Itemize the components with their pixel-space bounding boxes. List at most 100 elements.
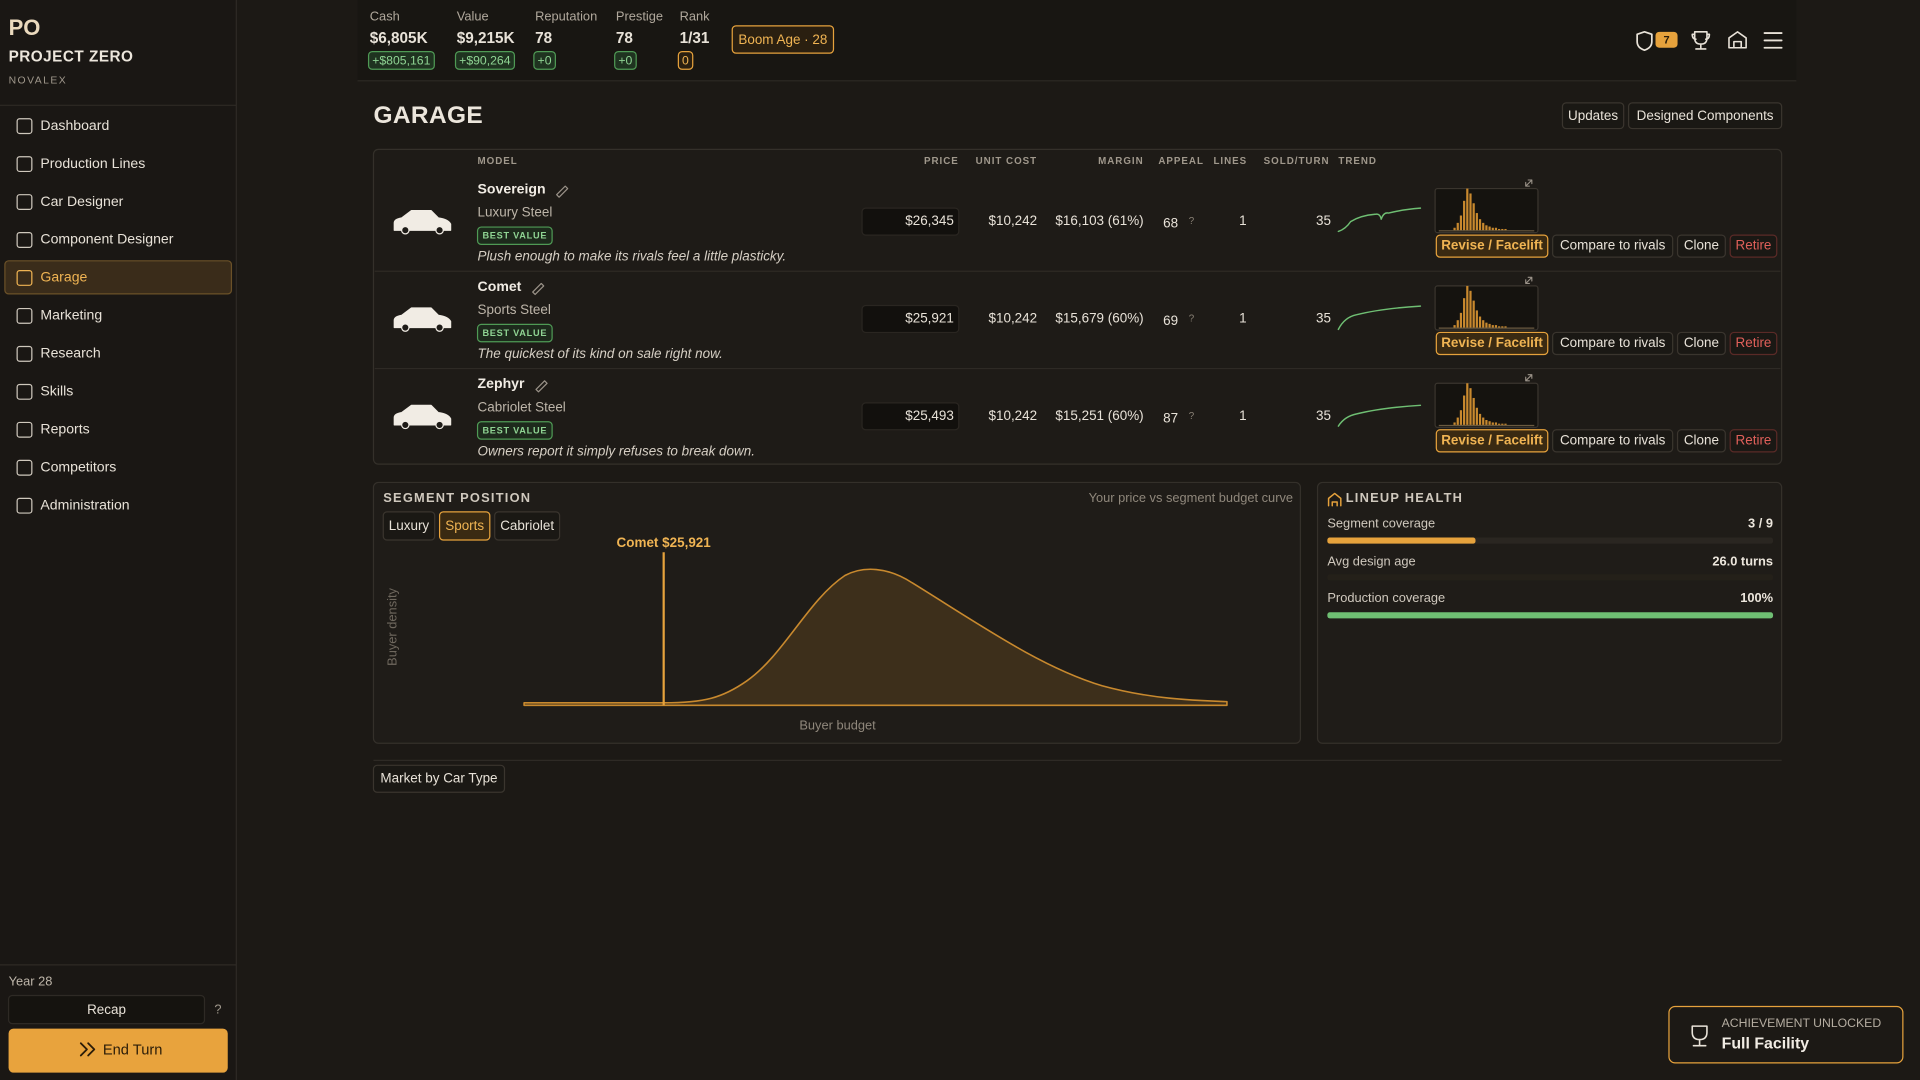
segment-tab-label[interactable]: Cabriolet — [500, 518, 554, 533]
row-action-label[interactable]: Revise / Facelift — [1441, 432, 1543, 447]
menu-icon — [1763, 32, 1783, 49]
metric-label: Avg design age — [1327, 553, 1415, 568]
row-action-button[interactable] — [1676, 331, 1726, 356]
row-action-label[interactable]: Retire — [1736, 432, 1772, 447]
end-turn-label[interactable]: End Turn — [103, 1042, 163, 1058]
metric-value: 26.0 turns — [1712, 553, 1773, 568]
price-input[interactable] — [861, 402, 960, 431]
badge-bg — [454, 51, 516, 70]
row-action-button[interactable] — [1435, 331, 1549, 356]
histogram-bar — [1482, 320, 1485, 328]
row-action-button[interactable] — [1435, 429, 1549, 453]
stat-delta: 0 — [682, 53, 689, 67]
recap-label[interactable]: Recap — [87, 1002, 126, 1017]
row-action-label[interactable]: Revise / Facelift — [1441, 335, 1543, 350]
row-action-button[interactable] — [1729, 429, 1778, 453]
header-button[interactable] — [1627, 102, 1783, 130]
nav-item[interactable]: Administration — [40, 496, 129, 512]
segment-tab[interactable] — [382, 511, 436, 541]
appeal-help[interactable]: ? — [1189, 216, 1195, 227]
segment-tab-label[interactable]: Sports — [445, 518, 484, 533]
x-axis-label: Buyer budget — [799, 718, 876, 733]
row-action-button[interactable] — [1676, 429, 1726, 453]
market-button[interactable] — [372, 764, 506, 793]
column-header: UNIT COST — [976, 156, 1038, 167]
appeal-help[interactable]: ? — [1189, 411, 1195, 422]
nav-item[interactable]: Production Lines — [40, 155, 145, 171]
nav-item[interactable]: Car Designer — [40, 193, 123, 209]
row-action-button[interactable] — [1552, 234, 1674, 258]
histogram-bar — [1504, 326, 1507, 328]
stat-label: Reputation — [535, 9, 597, 24]
end-turn-button[interactable] — [8, 1028, 228, 1073]
trophy-icon — [1691, 31, 1711, 50]
nav-item[interactable]: Marketing — [40, 307, 102, 323]
progress-fill — [1327, 612, 1774, 619]
model-name[interactable]: Comet — [478, 278, 522, 294]
histogram-bar — [1463, 395, 1466, 425]
histogram-bar — [1466, 383, 1469, 425]
metric-value: 3 / 9 — [1748, 515, 1773, 530]
nav-active-bg — [4, 260, 233, 295]
histogram-bar — [1472, 397, 1475, 425]
price[interactable]: $26,345 — [905, 213, 954, 228]
model-tagline: Owners report it simply refuses to break… — [478, 443, 755, 458]
segment-tab[interactable] — [438, 511, 491, 541]
nav-item[interactable]: Research — [40, 345, 100, 361]
era-badge: Boom Age · 28 — [738, 32, 827, 47]
row-action-label[interactable]: Revise / Facelift — [1441, 238, 1543, 253]
model-name[interactable]: Zephyr — [478, 375, 525, 391]
histogram-bar — [1485, 420, 1488, 425]
row-action-button[interactable] — [1729, 234, 1778, 258]
segment-tab[interactable] — [494, 511, 561, 541]
row-action-label[interactable]: Compare to rivals — [1560, 432, 1666, 447]
segment-tab-label[interactable]: Luxury — [389, 518, 430, 533]
row-action-label[interactable]: Clone — [1684, 432, 1719, 447]
row-action-button[interactable] — [1552, 429, 1674, 453]
price[interactable]: $25,921 — [905, 311, 954, 326]
histogram-bar — [1469, 290, 1472, 328]
row-action-button[interactable] — [1676, 234, 1726, 258]
row-action-label[interactable]: Retire — [1736, 335, 1772, 350]
nav-item[interactable]: Reports — [40, 421, 89, 437]
recap-button[interactable] — [7, 994, 206, 1025]
stat-delta: +0 — [618, 53, 632, 67]
nav-icon — [16, 421, 33, 438]
nav-item[interactable]: Component Designer — [40, 231, 173, 247]
nav-item[interactable]: Competitors — [40, 458, 116, 474]
header-button-label[interactable]: Updates — [1568, 108, 1618, 123]
price-input[interactable] — [861, 304, 960, 334]
trend-sparkline — [1337, 404, 1422, 427]
edit-icon — [556, 185, 569, 198]
nav-item[interactable]: Dashboard — [40, 117, 109, 133]
appeal-help[interactable]: ? — [1189, 314, 1195, 325]
row-action-label[interactable]: Compare to rivals — [1560, 335, 1666, 350]
row-action-label[interactable]: Retire — [1736, 238, 1772, 253]
segment-title: SEGMENT POSITION — [383, 490, 531, 505]
row-action-label[interactable]: Clone — [1684, 335, 1719, 350]
help-button[interactable]: ? — [214, 1002, 221, 1017]
badge-bg — [476, 226, 553, 246]
histogram-bar — [1463, 200, 1466, 231]
garage-icon — [1728, 31, 1747, 49]
lines: 1 — [1239, 311, 1246, 326]
row-action-button[interactable] — [1729, 331, 1778, 356]
unit-cost: $10,242 — [989, 311, 1038, 326]
header-button[interactable] — [1561, 102, 1625, 130]
model-tagline: Plush enough to make its rivals feel a l… — [478, 249, 787, 264]
price[interactable]: $25,493 — [905, 408, 954, 423]
histogram-bar — [1501, 326, 1504, 328]
row-action-label[interactable]: Compare to rivals — [1560, 238, 1666, 253]
nav-item[interactable]: Garage — [40, 269, 87, 285]
row-action-label[interactable]: Clone — [1684, 238, 1719, 253]
column-header: TREND — [1338, 156, 1377, 167]
car-wheel — [401, 323, 410, 332]
price-input[interactable] — [861, 207, 960, 236]
row-action-button[interactable] — [1552, 331, 1674, 356]
row-action-button[interactable] — [1435, 234, 1549, 258]
nav-item[interactable]: Skills — [40, 383, 73, 399]
market-button-label[interactable]: Market by Car Type — [380, 770, 497, 785]
badge-bg — [476, 421, 553, 440]
header-button-label[interactable]: Designed Components — [1637, 108, 1774, 123]
model-name[interactable]: Sovereign — [478, 181, 546, 197]
